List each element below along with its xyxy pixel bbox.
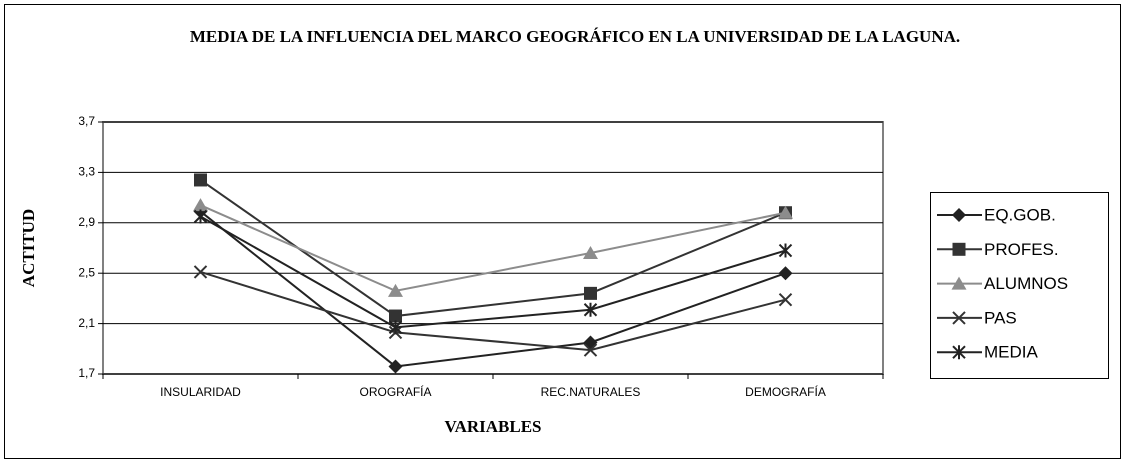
marker bbox=[952, 311, 966, 325]
legend-label: MEDIA bbox=[984, 343, 1039, 362]
y-tick-label: 3,3 bbox=[78, 165, 95, 179]
marker bbox=[584, 286, 597, 300]
marker bbox=[778, 266, 793, 281]
x-tick-label: REC.NATURALES bbox=[541, 385, 641, 399]
y-tick-label: 2,1 bbox=[78, 316, 95, 330]
marker bbox=[952, 345, 966, 360]
series-line bbox=[199, 210, 786, 368]
y-tick-label: 3,7 bbox=[78, 114, 95, 128]
y-tick-label: 2,9 bbox=[78, 215, 95, 229]
marker bbox=[193, 198, 208, 212]
y-tick-label: 1,7 bbox=[78, 366, 95, 380]
marker bbox=[952, 242, 966, 256]
y-axis-label: ACTITUD bbox=[19, 209, 38, 287]
x-tick-label: OROGRAFÍA bbox=[359, 384, 431, 399]
marker bbox=[193, 265, 208, 279]
y-tick-label: 2,5 bbox=[78, 265, 95, 279]
marker bbox=[583, 343, 598, 357]
marker bbox=[388, 320, 403, 335]
x-tick-label: DEMOGRAFÍA bbox=[745, 384, 826, 399]
marker bbox=[194, 173, 207, 187]
series-line bbox=[200, 215, 786, 329]
marker bbox=[388, 283, 403, 297]
marker bbox=[778, 292, 793, 307]
plot-area bbox=[102, 121, 884, 375]
series-line bbox=[200, 204, 786, 292]
series-line bbox=[200, 270, 786, 352]
marker bbox=[778, 205, 793, 219]
marker bbox=[389, 309, 402, 323]
marker bbox=[951, 276, 967, 290]
legend-label: ALUMNOS bbox=[984, 274, 1068, 293]
chart-border bbox=[4, 4, 1121, 459]
marker bbox=[952, 208, 966, 222]
marker bbox=[583, 246, 598, 260]
legend-label: PROFES. bbox=[984, 240, 1059, 259]
marker bbox=[778, 243, 793, 258]
marker bbox=[388, 359, 403, 374]
marker bbox=[583, 335, 598, 350]
legend-label: PAS bbox=[984, 308, 1017, 327]
x-axis-label: VARIABLES bbox=[444, 417, 541, 436]
series-line bbox=[199, 179, 786, 318]
x-tick-label: INSULARIDAD bbox=[160, 385, 241, 399]
marker bbox=[193, 209, 208, 224]
chart-title: MEDIA DE LA INFLUENCIA DEL MARCO GEOGRÁF… bbox=[189, 27, 961, 46]
legend-label: EQ.GOB. bbox=[984, 205, 1056, 224]
marker bbox=[583, 302, 598, 317]
